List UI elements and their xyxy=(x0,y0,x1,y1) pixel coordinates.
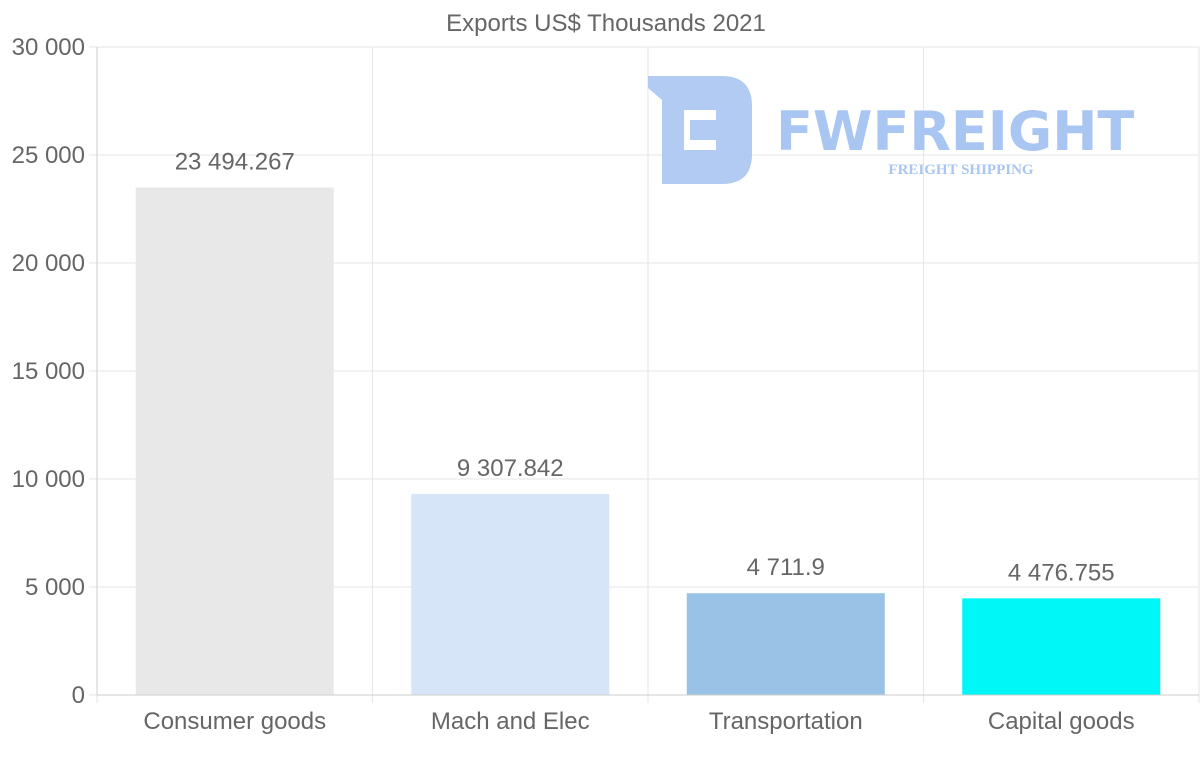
y-tick-label: 10 000 xyxy=(12,466,85,493)
y-tick-label: 0 xyxy=(72,682,85,709)
chart-title: Exports US$ Thousands 2021 xyxy=(446,10,766,37)
logo-mark-icon xyxy=(648,76,752,184)
x-tick-label: Mach and Elec xyxy=(431,708,590,735)
x-tick-label: Transportation xyxy=(709,708,863,735)
data-label: 9 307.842 xyxy=(457,455,564,482)
bar xyxy=(135,187,334,695)
x-tick-label: Capital goods xyxy=(988,708,1135,735)
data-label: 4 476.755 xyxy=(1008,559,1115,586)
y-tick-label: 30 000 xyxy=(12,34,85,61)
y-tick-label: 5 000 xyxy=(25,574,85,601)
data-label: 23 494.267 xyxy=(175,149,295,176)
x-tick-label: Consumer goods xyxy=(143,708,326,735)
bar xyxy=(962,598,1161,695)
bars xyxy=(135,187,1161,695)
bar xyxy=(686,593,885,695)
y-tick-label: 15 000 xyxy=(12,358,85,385)
data-label: 4 711.9 xyxy=(747,554,825,581)
watermark-brand: FWFREIGHT xyxy=(776,100,1134,163)
axes xyxy=(96,47,1199,696)
watermark-tagline: FREIGHT SHIPPING xyxy=(888,162,1033,178)
labels: 0 5 000 10 000 15 000 20 000 25 000 30 000 23 4… xyxy=(12,34,1135,735)
y-tick-label: 25 000 xyxy=(12,142,85,169)
bar xyxy=(411,493,610,695)
y-tick-label: 20 000 xyxy=(12,250,85,277)
